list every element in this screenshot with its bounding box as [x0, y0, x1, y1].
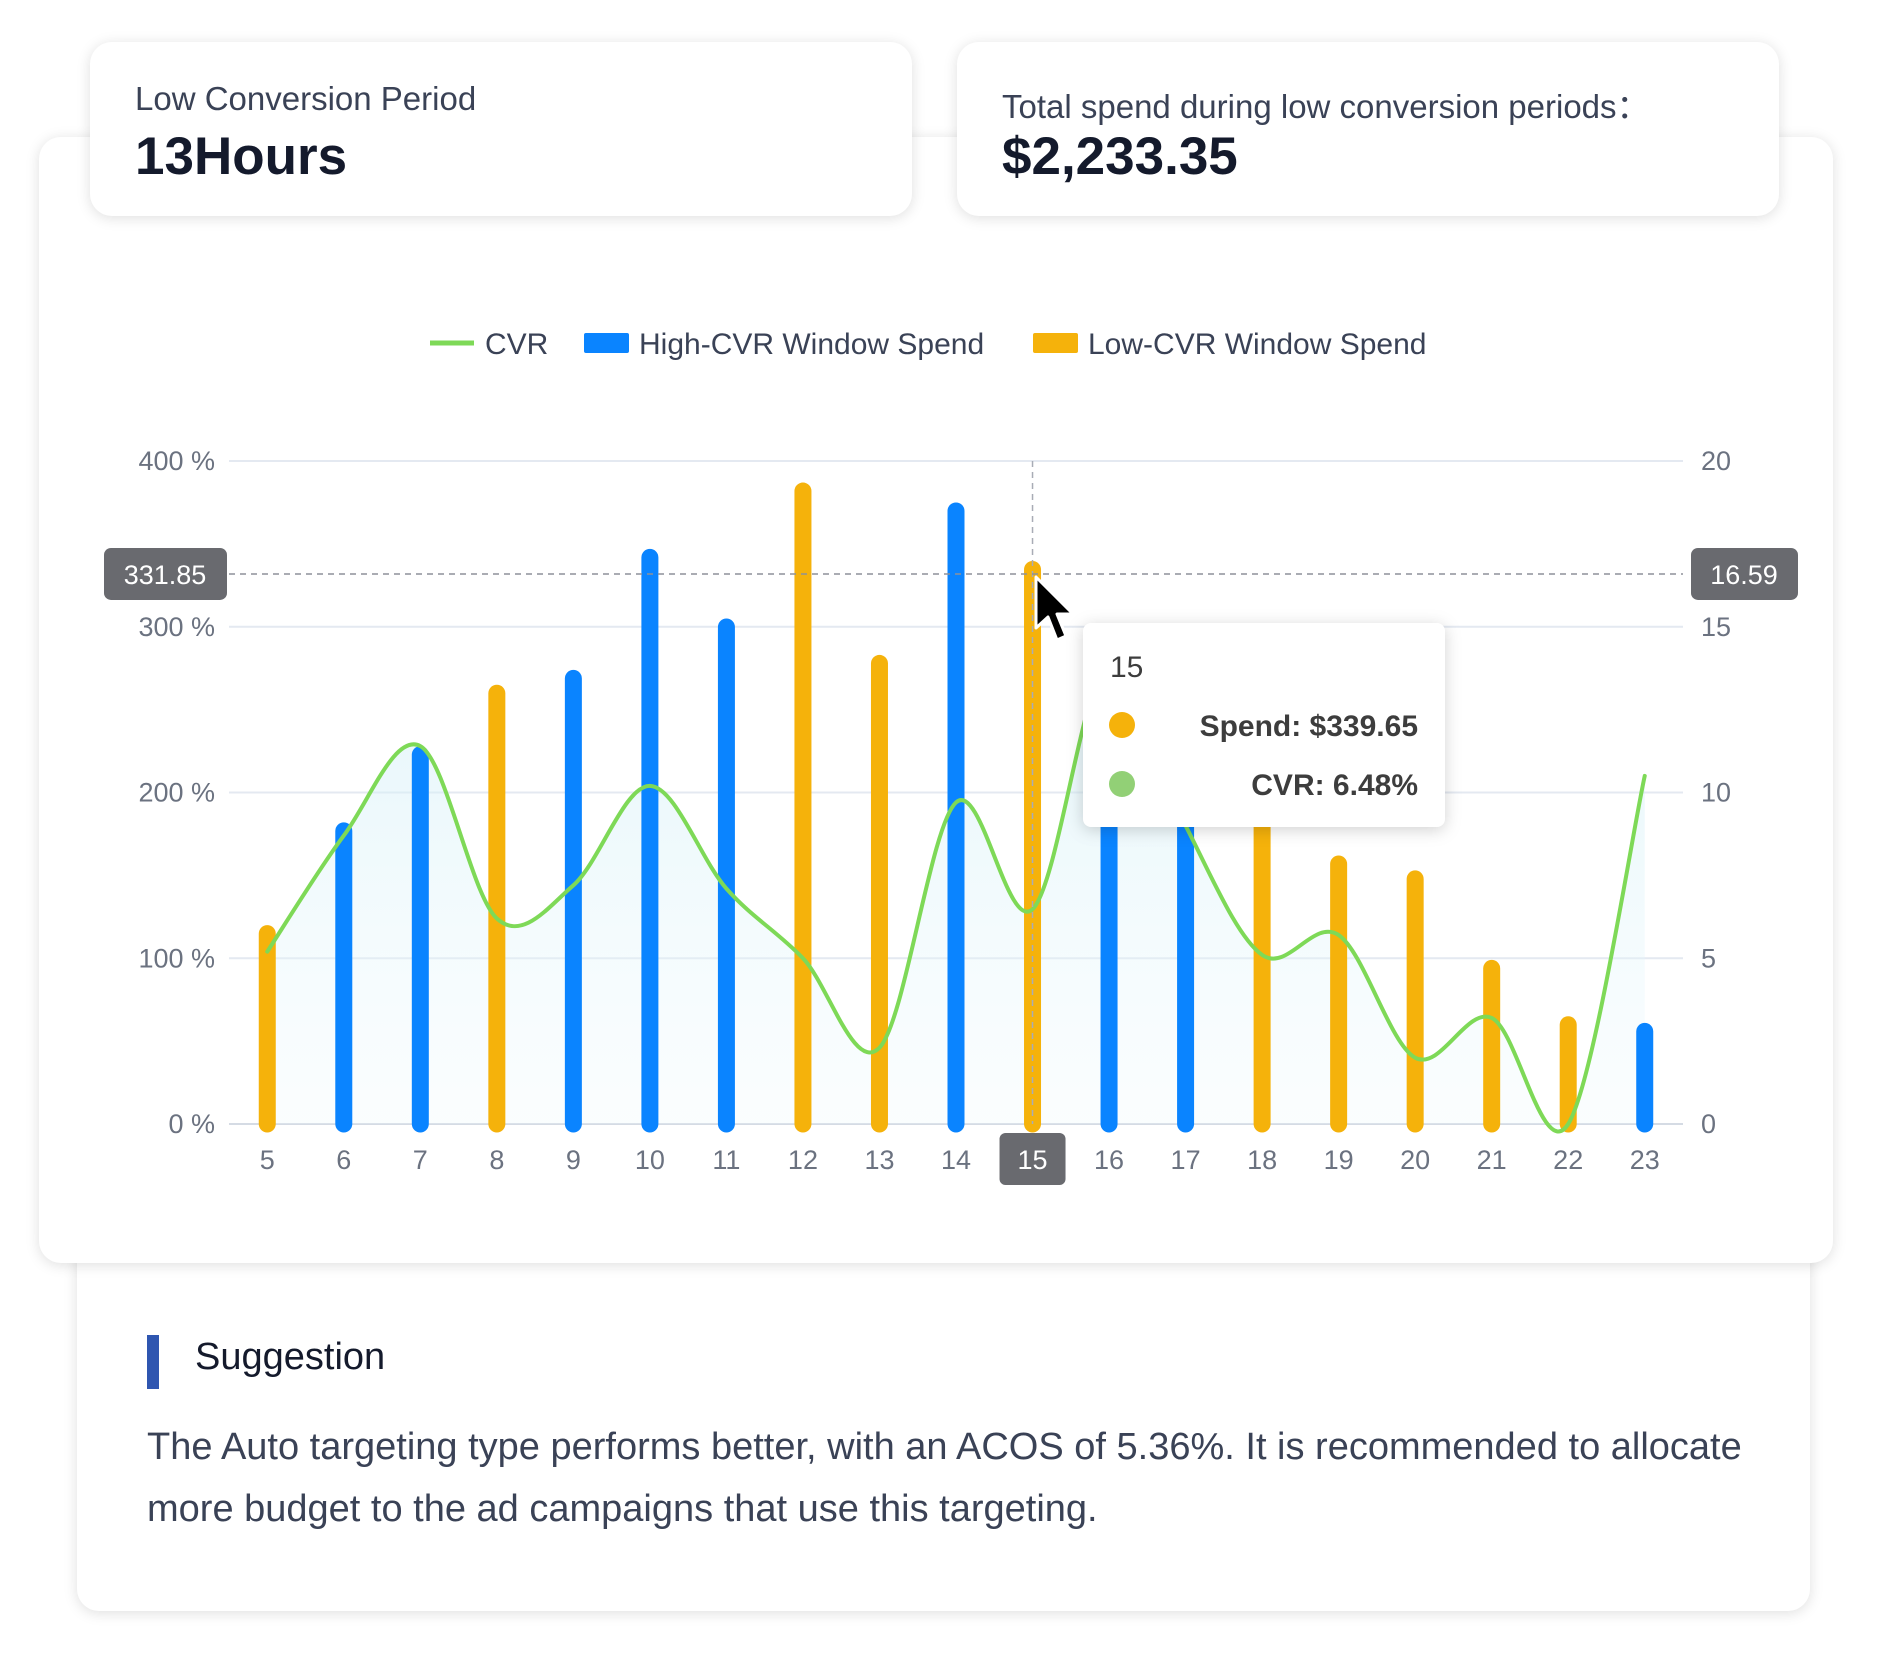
- tooltip-box: [1083, 623, 1445, 827]
- tooltip-title: 15: [1110, 651, 1143, 684]
- x-tick-label: 23: [1630, 1145, 1660, 1175]
- tooltip-cvr-marker: [1109, 771, 1135, 797]
- spend-bar: [564, 669, 582, 1133]
- chart-tooltip: 15 Spend: $339.65 CVR: 6.48%: [1083, 623, 1445, 827]
- crosshair-right-badge: [1691, 547, 1798, 600]
- spend-bar: [1253, 751, 1271, 1133]
- x-tick-label: 17: [1171, 1145, 1201, 1175]
- crosshair-left-value: 331.85: [124, 560, 207, 590]
- y-right-tick-label: 0: [1701, 1109, 1716, 1139]
- spend-bar: [717, 618, 735, 1133]
- x-tick-label: 16: [1094, 1145, 1124, 1175]
- spend-bar: [1636, 1022, 1654, 1133]
- spend-bar: [1559, 1016, 1577, 1133]
- y-left-tick-label: 300 %: [138, 612, 215, 642]
- cvr-line: [265, 657, 1647, 1134]
- legend-high-swatch: [584, 333, 629, 353]
- suggestion-accent-bar: [147, 1335, 159, 1389]
- legend-low-label: Low-CVR Window Spend: [1088, 328, 1426, 361]
- kpi-card-total-spend: Total spend during low conversion period…: [957, 42, 1779, 216]
- x-tick-label: 9: [566, 1145, 581, 1175]
- tooltip-spend-marker: [1109, 712, 1135, 738]
- legend-high-label: High-CVR Window Spend: [639, 328, 984, 361]
- legend-cvr-label: CVR: [485, 328, 548, 361]
- spend-bar: [794, 482, 812, 1133]
- x-tick-label: 7: [413, 1145, 428, 1175]
- x-tick-label: 10: [635, 1145, 665, 1175]
- spend-bar: [947, 502, 965, 1133]
- suggestion-title: Suggestion: [195, 1336, 386, 1378]
- crosshair-right-value: 16.59: [1710, 560, 1778, 590]
- kpi-label: Total spend during low conversion period…: [1002, 88, 1650, 125]
- spend-bar: [488, 684, 506, 1133]
- spend-bar: [1406, 870, 1424, 1133]
- kpi-card-low-conversion-period: Low Conversion Period 13Hours: [90, 42, 912, 216]
- x-tick-highlight: [999, 1133, 1066, 1185]
- spend-bar: [1100, 737, 1118, 1133]
- x-tick-label: 13: [864, 1145, 894, 1175]
- x-tick-label: 20: [1400, 1145, 1430, 1175]
- x-tick-label: 15: [1018, 1145, 1048, 1175]
- x-tick-label: 12: [788, 1145, 818, 1175]
- y-right-tick-label: 10: [1701, 778, 1731, 808]
- legend-low-swatch: [1033, 333, 1078, 353]
- suggestion-card: Suggestion The Auto targeting type perfo…: [77, 1240, 1810, 1611]
- x-tick-label: 5: [260, 1145, 275, 1175]
- spend-bar: [1177, 792, 1195, 1133]
- x-tick-label: 6: [336, 1145, 351, 1175]
- suggestion-text: The Auto targeting type performs better,…: [147, 1426, 1742, 1530]
- y-right-tick-label: 15: [1701, 612, 1731, 642]
- kpi-value: 13Hours: [135, 127, 348, 186]
- x-tick-label: 22: [1553, 1145, 1583, 1175]
- mouse-cursor-icon: [1034, 575, 1075, 642]
- y-left-tick-label: 100 %: [138, 943, 215, 973]
- kpi-value: $2,233.35: [1002, 127, 1238, 186]
- x-tick-label: 11: [712, 1145, 740, 1175]
- x-tick-label: 8: [489, 1145, 504, 1175]
- tooltip-cvr: CVR: 6.48%: [1251, 769, 1418, 802]
- y-right-tick-label: 5: [1701, 943, 1716, 973]
- kpi-label: Low Conversion Period: [135, 80, 477, 117]
- crosshair-left-badge: [104, 547, 227, 600]
- spend-bar: [1483, 959, 1501, 1133]
- tooltip-spend: Spend: $339.65: [1200, 710, 1418, 743]
- y-left-tick-label: 0 %: [168, 1109, 215, 1139]
- y-left-tick-label: 200 %: [138, 778, 215, 808]
- y-left-tick-label: 400 %: [138, 446, 215, 476]
- x-tick-label: 14: [941, 1145, 971, 1175]
- spend-bar: [411, 746, 429, 1133]
- x-tick-label: 19: [1324, 1145, 1354, 1175]
- spend-bar: [870, 654, 888, 1133]
- spend-bar: [258, 925, 276, 1133]
- spend-bar: [1330, 855, 1348, 1133]
- spend-bar: [335, 822, 353, 1133]
- x-tick-label: 21: [1477, 1145, 1507, 1175]
- spend-bar: [641, 548, 659, 1133]
- y-right-tick-label: 20: [1701, 446, 1731, 476]
- x-tick-label: 18: [1247, 1145, 1277, 1175]
